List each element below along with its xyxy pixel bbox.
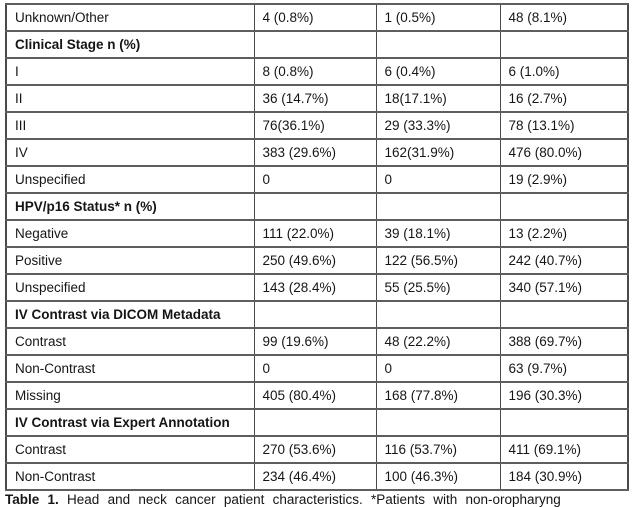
value-cell: 8 (0.8%) <box>253 57 377 86</box>
value-cell: 250 (49.6%) <box>253 246 377 275</box>
table-caption-label: Table 1. <box>5 492 59 507</box>
value-cell: 99 (19.6%) <box>253 327 377 356</box>
row-label-cell: Positive <box>5 246 255 275</box>
value-cell: 340 (57.1%) <box>499 273 629 302</box>
value-cell: 383 (29.6%) <box>253 138 377 167</box>
value-cell: 0 <box>375 354 501 383</box>
table-caption-text: Head and neck cancer patient characteris… <box>67 492 561 507</box>
value-cell <box>253 192 377 221</box>
value-cell: 476 (80.0%) <box>499 138 629 167</box>
value-cell: 48 (22.2%) <box>375 327 501 356</box>
value-cell: 48 (8.1%) <box>499 3 629 32</box>
value-cell: 116 (53.7%) <box>375 435 501 464</box>
table-row: III 76(36.1%) 29 (33.3%) 78 (13.1%) <box>5 111 629 140</box>
value-cell: 184 (30.9%) <box>499 462 629 491</box>
value-cell: 196 (30.3%) <box>499 381 629 410</box>
table-row: Positive 250 (49.6%) 122 (56.5%) 242 (40… <box>5 246 629 275</box>
section-header-row: IV Contrast via DICOM Metadata <box>5 300 629 329</box>
row-label-cell: Non-Contrast <box>5 354 255 383</box>
row-label-cell: Contrast <box>5 327 255 356</box>
value-cell: 100 (46.3%) <box>375 462 501 491</box>
value-cell <box>375 408 501 437</box>
value-cell <box>375 192 501 221</box>
row-label-cell: Unspecified <box>5 165 255 194</box>
value-cell <box>253 30 377 59</box>
value-cell <box>499 408 629 437</box>
value-cell: 0 <box>253 354 377 383</box>
value-cell: 0 <box>375 165 501 194</box>
value-cell: 19 (2.9%) <box>499 165 629 194</box>
value-cell: 242 (40.7%) <box>499 246 629 275</box>
value-cell: 78 (13.1%) <box>499 111 629 140</box>
patient-characteristics-table: Unknown/Other 4 (0.8%) 1 (0.5%) 48 (8.1%… <box>5 3 629 491</box>
row-label-cell: III <box>5 111 255 140</box>
value-cell: 388 (69.7%) <box>499 327 629 356</box>
value-cell: 13 (2.2%) <box>499 219 629 248</box>
value-cell: 55 (25.5%) <box>375 273 501 302</box>
row-label-cell: IV Contrast via DICOM Metadata <box>5 300 255 329</box>
value-cell: 405 (80.4%) <box>253 381 377 410</box>
value-cell: 122 (56.5%) <box>375 246 501 275</box>
table-row: IV 383 (29.6%) 162(31.9%) 476 (80.0%) <box>5 138 629 167</box>
value-cell: 111 (22.0%) <box>253 219 377 248</box>
value-cell: 18(17.1%) <box>375 84 501 113</box>
value-cell <box>499 30 629 59</box>
table-row: Unspecified 0 0 19 (2.9%) <box>5 165 629 194</box>
row-label-cell: IV Contrast via Expert Annotation <box>5 408 255 437</box>
table-row: Contrast 99 (19.6%) 48 (22.2%) 388 (69.7… <box>5 327 629 356</box>
row-label-cell: Contrast <box>5 435 255 464</box>
section-header-row: Clinical Stage n (%) <box>5 30 629 59</box>
table-row: Unknown/Other 4 (0.8%) 1 (0.5%) 48 (8.1%… <box>5 3 629 32</box>
table-caption: Table 1. Head and neck cancer patient ch… <box>5 491 640 507</box>
table-row: Missing 405 (80.4%) 168 (77.8%) 196 (30.… <box>5 381 629 410</box>
value-cell <box>375 300 501 329</box>
row-label-cell: Unknown/Other <box>5 3 255 32</box>
table-row: Contrast 270 (53.6%) 116 (53.7%) 411 (69… <box>5 435 629 464</box>
value-cell: 29 (33.3%) <box>375 111 501 140</box>
value-cell: 36 (14.7%) <box>253 84 377 113</box>
value-cell: 411 (69.1%) <box>499 435 629 464</box>
value-cell: 0 <box>253 165 377 194</box>
value-cell: 39 (18.1%) <box>375 219 501 248</box>
table-row: Non-Contrast 234 (46.4%) 100 (46.3%) 184… <box>5 462 629 491</box>
value-cell <box>499 300 629 329</box>
value-cell: 270 (53.6%) <box>253 435 377 464</box>
table-row: I 8 (0.8%) 6 (0.4%) 6 (1.0%) <box>5 57 629 86</box>
row-label-cell: HPV/p16 Status* n (%) <box>5 192 255 221</box>
table-row: Non-Contrast 0 0 63 (9.7%) <box>5 354 629 383</box>
value-cell: 168 (77.8%) <box>375 381 501 410</box>
row-label-cell: Missing <box>5 381 255 410</box>
value-cell <box>375 30 501 59</box>
value-cell: 63 (9.7%) <box>499 354 629 383</box>
row-label-cell: IV <box>5 138 255 167</box>
row-label-cell: II <box>5 84 255 113</box>
row-label-cell: Clinical Stage n (%) <box>5 30 255 59</box>
table-row: Unspecified 143 (28.4%) 55 (25.5%) 340 (… <box>5 273 629 302</box>
value-cell: 16 (2.7%) <box>499 84 629 113</box>
table-row: II 36 (14.7%) 18(17.1%) 16 (2.7%) <box>5 84 629 113</box>
row-label-cell: Negative <box>5 219 255 248</box>
value-cell: 234 (46.4%) <box>253 462 377 491</box>
value-cell: 4 (0.8%) <box>253 3 377 32</box>
value-cell: 6 (1.0%) <box>499 57 629 86</box>
value-cell <box>499 192 629 221</box>
section-header-row: HPV/p16 Status* n (%) <box>5 192 629 221</box>
value-cell: 162(31.9%) <box>375 138 501 167</box>
table-row: Negative 111 (22.0%) 39 (18.1%) 13 (2.2%… <box>5 219 629 248</box>
value-cell: 6 (0.4%) <box>375 57 501 86</box>
row-label-cell: Unspecified <box>5 273 255 302</box>
row-label-cell: Non-Contrast <box>5 462 255 491</box>
value-cell <box>253 408 377 437</box>
section-header-row: IV Contrast via Expert Annotation <box>5 408 629 437</box>
row-label-cell: I <box>5 57 255 86</box>
value-cell: 143 (28.4%) <box>253 273 377 302</box>
value-cell: 76(36.1%) <box>253 111 377 140</box>
value-cell <box>253 300 377 329</box>
value-cell: 1 (0.5%) <box>375 3 501 32</box>
